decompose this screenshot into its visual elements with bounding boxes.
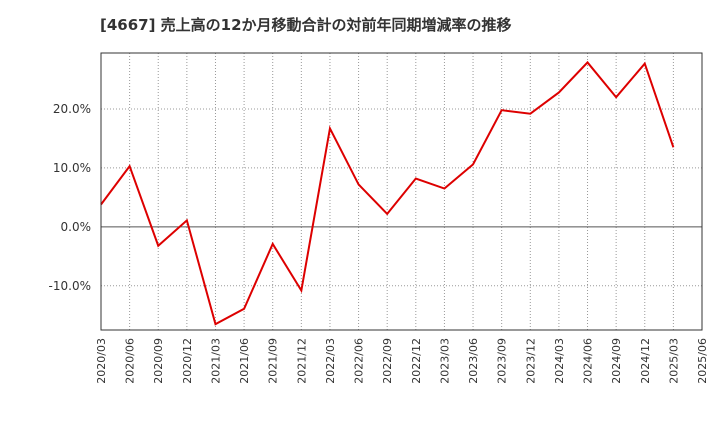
y-tick-label: 10.0%	[53, 161, 91, 175]
x-tick-label: 2024/06	[582, 338, 595, 384]
x-tick-label: 2022/06	[353, 338, 366, 384]
x-axis-ticks: 2020/03 2020/06 2020/09 2020/12 2021/03 2021/…	[95, 338, 709, 384]
x-tick-label: 2025/06	[696, 338, 709, 384]
x-tick-label: 2020/06	[124, 338, 137, 384]
x-tick-label: 2022/12	[410, 338, 423, 384]
x-tick-label: 2024/03	[553, 338, 566, 384]
x-tick-label: 2022/09	[381, 338, 394, 384]
x-tick-label: 2022/03	[324, 338, 337, 384]
plot-frame	[100, 52, 703, 331]
x-tick-label: 2024/09	[610, 338, 623, 384]
x-tick-label: 2021/03	[209, 338, 222, 384]
y-tick-label: 20.0%	[53, 102, 91, 116]
x-tick-label: 2020/09	[152, 338, 165, 384]
y-tick-label: -10.0%	[49, 279, 91, 293]
x-tick-label: 2021/12	[295, 338, 308, 384]
grid-lines	[100, 53, 703, 330]
x-tick-label: 2024/12	[639, 338, 652, 384]
x-tick-label: 2023/12	[524, 338, 537, 384]
x-tick-label: 2021/06	[238, 338, 251, 384]
y-tick-label: 0.0%	[61, 220, 92, 234]
series-line	[100, 60, 675, 326]
x-tick-label: 2023/06	[467, 338, 480, 384]
x-tick-label: 2025/03	[667, 338, 680, 384]
y-axis-ticks: -10.0% 0.0% 10.0% 20.0%	[49, 102, 91, 293]
chart-title: [4667] 売上高の12か月移動合計の対前年同期増減率の推移	[100, 16, 512, 34]
x-tick-label: 2020/12	[181, 338, 194, 384]
x-tick-label: 2023/03	[438, 338, 451, 384]
x-tick-label: 2020/03	[95, 338, 108, 384]
series-layer	[100, 60, 675, 326]
x-tick-label: 2021/09	[267, 338, 280, 384]
x-tick-label: 2023/09	[496, 338, 509, 384]
